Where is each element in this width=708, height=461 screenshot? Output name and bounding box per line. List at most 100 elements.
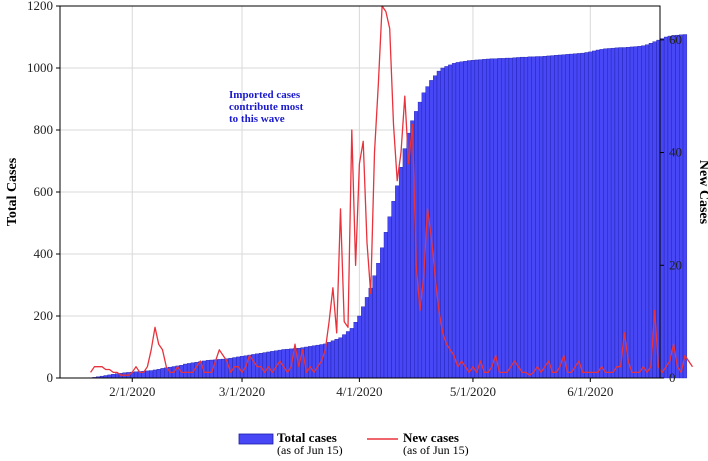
total-cases-bar — [187, 363, 191, 378]
total-cases-bar — [240, 356, 244, 378]
x-tick-label: 6/1/2020 — [567, 384, 613, 399]
total-cases-bar — [479, 60, 483, 378]
total-cases-bar — [581, 53, 585, 378]
total-cases-bar — [668, 36, 672, 378]
total-cases-bar — [630, 47, 634, 378]
total-cases-bar — [448, 65, 452, 378]
total-cases-bar — [259, 353, 263, 378]
total-cases-bar — [649, 43, 653, 378]
annotation-line: to this wave — [229, 113, 285, 125]
y-left-tick-label: 1200 — [27, 0, 53, 13]
total-cases-bar — [664, 37, 668, 378]
total-cases-bar — [153, 370, 157, 378]
total-cases-bar — [221, 359, 225, 378]
total-cases-bar — [149, 371, 153, 378]
y-left-tick-label: 800 — [34, 122, 54, 137]
annotation-line: Imported cases — [229, 89, 301, 101]
total-cases-bar — [604, 49, 608, 378]
total-cases-bar — [384, 232, 388, 378]
total-cases-bar — [577, 53, 581, 378]
total-cases-bar — [626, 47, 630, 378]
legend-bar-swatch — [239, 434, 273, 444]
total-cases-bar — [161, 368, 165, 378]
total-cases-bar — [339, 338, 343, 378]
total-cases-bar — [183, 364, 187, 378]
total-cases-bar — [380, 248, 384, 378]
total-cases-bar — [638, 46, 642, 378]
total-cases-bar — [270, 351, 274, 378]
total-cases-bar — [460, 62, 464, 378]
total-cases-bar — [134, 372, 138, 378]
total-cases-bar — [433, 76, 437, 378]
total-cases-bar — [611, 48, 615, 378]
total-cases-bar — [528, 57, 532, 378]
total-cases-bar — [486, 59, 490, 378]
total-cases-bar — [679, 35, 683, 378]
total-cases-bar — [660, 39, 664, 378]
x-tick-label: 5/1/2020 — [450, 384, 496, 399]
total-cases-bar — [403, 149, 407, 378]
total-cases-bar — [543, 56, 547, 378]
total-cases-bar — [115, 374, 119, 378]
total-cases-bar — [501, 58, 505, 378]
total-cases-bar — [566, 54, 570, 378]
total-cases-bar — [206, 360, 210, 378]
total-cases-bar — [316, 345, 320, 378]
total-cases-bar — [585, 53, 589, 379]
y-right-tick-label: 40 — [669, 145, 682, 160]
total-cases-bar — [509, 58, 513, 378]
total-cases-bar — [532, 57, 536, 378]
total-cases-bar — [399, 167, 403, 378]
total-cases-bar — [619, 48, 623, 378]
total-cases-bar — [562, 55, 566, 378]
total-cases-bar — [494, 59, 498, 378]
total-cases-bar — [551, 56, 555, 378]
total-cases-bar — [573, 54, 577, 378]
total-cases-bar — [596, 50, 600, 378]
total-cases-bar — [569, 54, 573, 378]
y-left-tick-label: 0 — [47, 370, 54, 385]
total-cases-bar — [369, 288, 373, 378]
total-cases-bar — [554, 55, 558, 378]
total-cases-bar — [376, 263, 380, 378]
x-tick-label: 2/1/2020 — [109, 384, 155, 399]
total-cases-bar — [622, 48, 626, 378]
total-cases-bar — [482, 59, 486, 378]
total-cases-bar — [342, 335, 346, 378]
total-cases-bar — [327, 342, 331, 378]
total-cases-bar — [645, 45, 649, 378]
y-left-axis-title: Total Cases — [5, 157, 20, 226]
y-right-tick-label: 20 — [669, 257, 682, 272]
total-cases-bar — [145, 371, 149, 378]
total-cases-bar — [392, 201, 396, 378]
total-cases-bar — [335, 339, 339, 378]
total-cases-bar — [490, 59, 494, 378]
legend-total-sub: (as of Jun 15) — [277, 443, 343, 456]
total-cases-bar — [600, 49, 604, 378]
total-cases-bar — [331, 341, 335, 378]
total-cases-bar — [513, 58, 517, 378]
y-left-tick-label: 600 — [34, 184, 54, 199]
total-cases-bar — [365, 297, 369, 378]
legend-new-sub: (as of Jun 15) — [403, 443, 469, 456]
total-cases-bar — [354, 322, 358, 378]
annotation-line: contribute most — [229, 101, 304, 113]
y-left-tick-label: 1000 — [27, 60, 53, 75]
y-right-tick-label: 60 — [669, 32, 682, 47]
y-left-tick-label: 400 — [34, 246, 54, 261]
total-cases-bar — [520, 57, 524, 378]
y-left-tick-label: 200 — [34, 308, 54, 323]
total-cases-bar — [217, 359, 221, 378]
total-cases-bar — [388, 217, 392, 378]
total-cases-bar — [452, 63, 456, 378]
total-cases-bar — [539, 57, 543, 378]
total-cases-bar — [535, 57, 539, 378]
total-cases-bar — [286, 349, 290, 378]
y-right-tick-label: 0 — [669, 370, 676, 385]
total-cases-bar — [607, 48, 611, 378]
total-cases-bar — [641, 46, 645, 378]
total-cases-bar — [467, 61, 471, 378]
total-cases-bar — [592, 51, 596, 378]
